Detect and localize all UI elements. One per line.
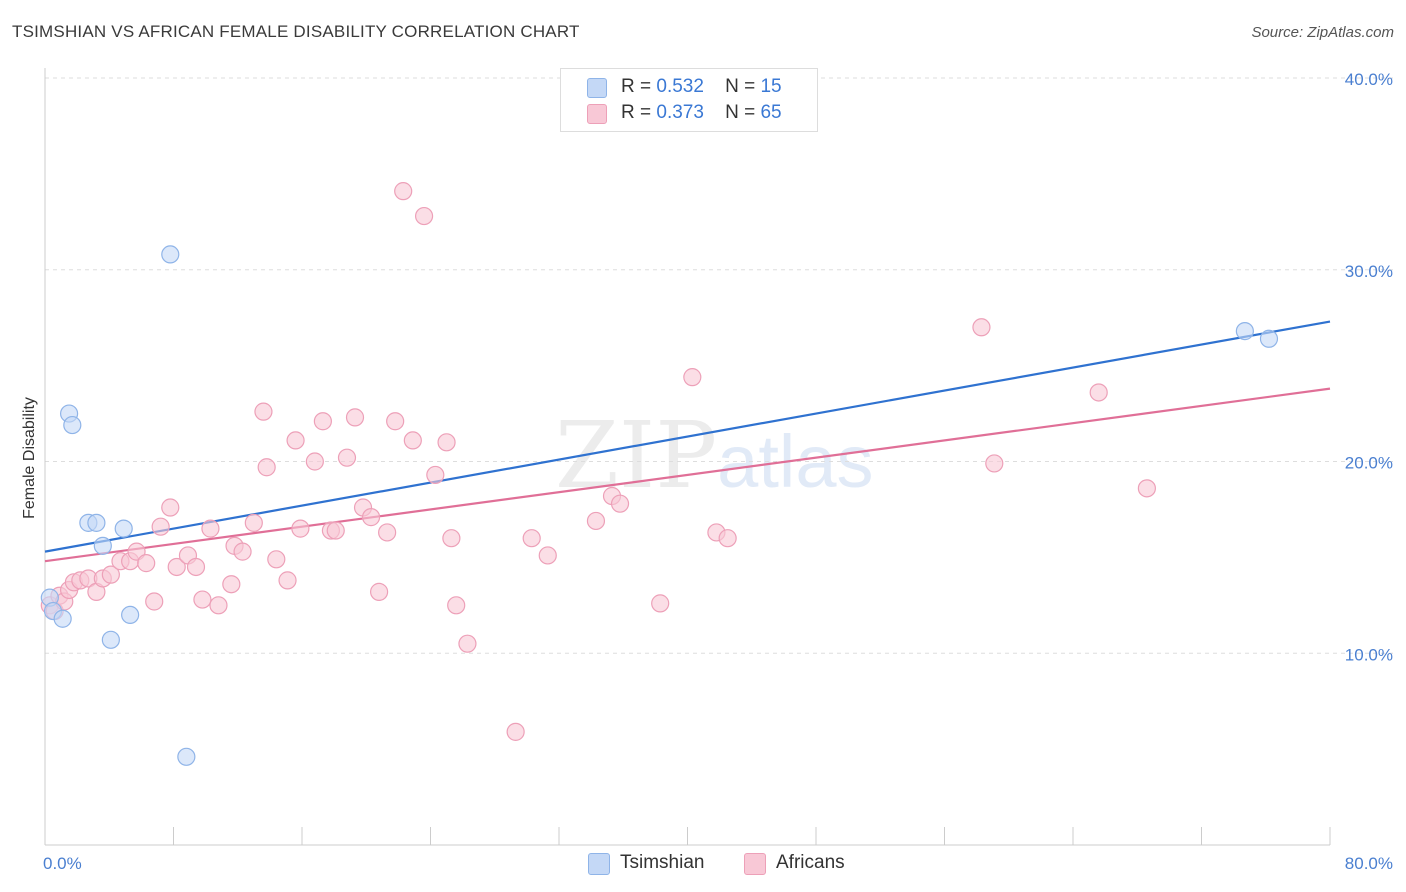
point-africans xyxy=(1089,383,1108,402)
point-africans xyxy=(233,542,252,561)
legend-r-value: 0.373 xyxy=(656,102,704,123)
axes xyxy=(44,68,1331,846)
point-africans xyxy=(683,368,702,387)
trend-line-tsimshian xyxy=(44,320,1331,553)
x-tick-label: 80.0% xyxy=(1345,854,1393,873)
point-tsimshian xyxy=(53,609,72,628)
point-africans xyxy=(186,557,206,577)
point-africans xyxy=(345,408,365,427)
legend-swatch-tsimshian xyxy=(588,853,610,875)
point-africans xyxy=(447,596,466,615)
point-tsimshian xyxy=(101,630,120,649)
point-africans xyxy=(985,454,1004,473)
point-africans xyxy=(209,596,228,615)
trend-line-africans xyxy=(44,387,1331,563)
point-tsimshian xyxy=(1235,322,1254,341)
point-africans xyxy=(222,575,241,594)
legend-n-label: N = xyxy=(725,102,756,123)
y-tick-label: 40.0% xyxy=(1345,70,1393,89)
legend-r-value: 0.532 xyxy=(656,76,704,97)
legend-n-label: N = xyxy=(725,76,756,97)
y-axis-title: Female Disability xyxy=(21,397,38,519)
point-africans xyxy=(610,494,630,513)
legend-swatch-africans xyxy=(744,853,766,875)
point-africans xyxy=(403,431,422,450)
y-tick-label: 30.0% xyxy=(1345,262,1393,281)
point-africans xyxy=(278,571,297,590)
point-africans xyxy=(718,529,737,548)
point-africans xyxy=(267,550,286,569)
point-africans xyxy=(386,412,405,431)
legend-swatch-tsimshian xyxy=(587,78,607,98)
point-africans xyxy=(244,513,263,532)
point-africans xyxy=(442,529,461,548)
point-tsimshian xyxy=(121,605,140,625)
legend-r-label: R = xyxy=(621,76,652,97)
point-tsimshian xyxy=(87,513,106,532)
axis-labels: 10.0% 20.0% 30.0% 40.0% 0.0% 80.0% Female Disa… xyxy=(21,70,1393,873)
point-africans xyxy=(326,521,345,540)
y-tick-label: 20.0% xyxy=(1345,454,1393,473)
point-africans xyxy=(1137,479,1156,498)
point-africans xyxy=(651,594,670,613)
point-africans xyxy=(378,523,397,542)
point-africans xyxy=(161,498,180,517)
legend-stats-africans: R = 0.373 N = 65 xyxy=(621,102,782,124)
gridlines xyxy=(45,77,1394,654)
legend-swatch-africans xyxy=(587,104,607,124)
legend-label-africans: Africans xyxy=(776,852,845,873)
point-africans xyxy=(101,565,120,584)
point-africans xyxy=(286,431,305,450)
point-tsimshian xyxy=(93,536,112,555)
point-tsimshian xyxy=(63,415,82,435)
correlation-legend: R = 0.532 N = 15 R = 0.373 N = 65 xyxy=(560,68,818,132)
trend-lines xyxy=(44,320,1331,563)
point-africans xyxy=(426,465,445,485)
point-africans xyxy=(145,592,164,611)
point-tsimshian xyxy=(177,747,196,766)
point-africans xyxy=(313,412,332,431)
point-africans xyxy=(291,519,310,538)
point-africans xyxy=(257,458,276,477)
point-tsimshian xyxy=(161,245,180,264)
legend-label-tsimshian: Tsimshian xyxy=(620,852,705,873)
point-africans xyxy=(458,634,477,653)
point-africans xyxy=(522,529,541,548)
legend-n-value: 15 xyxy=(760,76,782,97)
point-africans xyxy=(201,519,220,538)
point-africans xyxy=(538,546,557,565)
legend-stats-tsimshian: R = 0.532 N = 15 xyxy=(621,76,782,98)
point-africans xyxy=(972,318,991,337)
legend-r-label: R = xyxy=(621,102,652,123)
x-tick-label: 0.0% xyxy=(43,854,82,873)
point-africans xyxy=(506,722,525,741)
point-africans xyxy=(151,517,170,536)
legend-n-value: 65 xyxy=(760,102,782,123)
source-label: Source: ZipAtlas.com xyxy=(1251,24,1394,41)
chart-title: TSIMSHIAN VS AFRICAN FEMALE DISABILITY C… xyxy=(12,22,580,41)
data-points xyxy=(40,182,1279,766)
point-africans xyxy=(337,448,357,467)
point-africans xyxy=(305,452,324,471)
y-tick-label: 10.0% xyxy=(1345,645,1393,664)
point-africans xyxy=(167,557,186,577)
point-tsimshian xyxy=(1259,329,1279,348)
point-africans xyxy=(193,590,212,609)
point-africans xyxy=(370,582,389,601)
point-tsimshian xyxy=(114,519,133,538)
point-africans xyxy=(254,402,273,421)
point-africans xyxy=(137,554,156,573)
point-africans xyxy=(586,511,606,531)
point-africans xyxy=(437,433,456,452)
point-africans xyxy=(394,182,413,201)
point-africans xyxy=(414,206,434,226)
point-africans xyxy=(361,508,381,527)
